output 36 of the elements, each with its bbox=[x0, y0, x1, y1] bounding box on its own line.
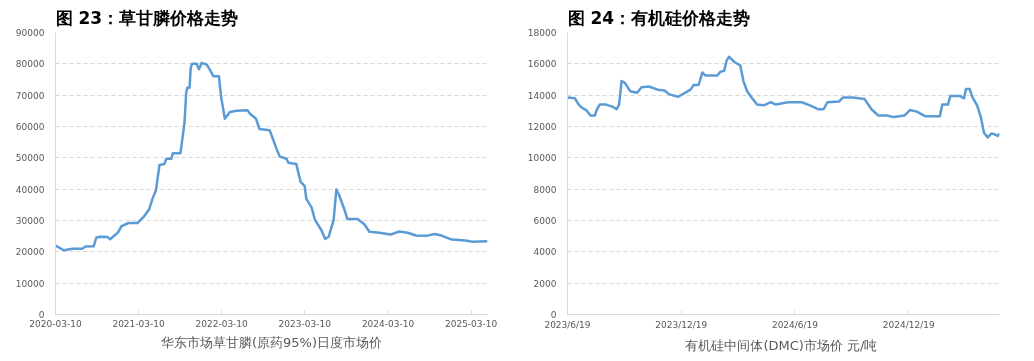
line-series bbox=[55, 61, 488, 252]
y-tick-label: 18000 bbox=[527, 28, 557, 38]
x-tick-label: 2020-03-10 bbox=[29, 318, 82, 329]
y-tick-label: 40000 bbox=[15, 184, 45, 195]
x-axis-title: 华东市场草甘膦(原药95%)日度市场价 bbox=[160, 334, 383, 350]
chart-title: 图 23：草甘膦价格走势 bbox=[55, 7, 239, 28]
y-tick-label: 30000 bbox=[15, 216, 45, 226]
line-series bbox=[567, 55, 1000, 139]
y-tick-label: 0 bbox=[38, 310, 45, 320]
x-tick-label: 2022-03-10 bbox=[195, 318, 249, 329]
y-tick-label: 4000 bbox=[533, 247, 557, 258]
y-tick-label: 10000 bbox=[527, 153, 557, 164]
x-tick-label: 2024-03-10 bbox=[361, 318, 415, 329]
y-tick-label: 0 bbox=[550, 310, 557, 320]
y-tick-label: 60000 bbox=[15, 122, 45, 132]
y-tick-label: 16000 bbox=[527, 59, 557, 70]
x-axis-title: 有机硅中间体(DMC)市场价 元/吨 bbox=[685, 337, 878, 353]
y-tick-label: 6000 bbox=[533, 216, 557, 226]
y-tick-label: 10000 bbox=[15, 278, 45, 289]
y-tick-label: 20000 bbox=[15, 247, 45, 258]
x-tick-label: 2023-03-10 bbox=[278, 318, 332, 329]
x-tick-label: 2021-03-10 bbox=[112, 318, 165, 329]
y-tick-label: 80000 bbox=[15, 59, 45, 70]
y-tick-label: 2000 bbox=[533, 278, 557, 289]
x-tick-label: 2025-03-10 bbox=[444, 318, 498, 329]
y-tick-label: 50000 bbox=[15, 153, 45, 164]
y-tick-label: 70000 bbox=[15, 90, 45, 101]
chart-title: 图 24：有机硅价格走势 bbox=[567, 7, 751, 28]
x-tick-label: 2023/12/19 bbox=[655, 319, 708, 330]
x-tick-label: 2024/12/19 bbox=[882, 319, 935, 330]
x-tick-label: 2024/6/19 bbox=[771, 319, 819, 330]
y-tick-label: 14000 bbox=[527, 90, 557, 101]
x-tick-label: 2023/6/19 bbox=[544, 319, 591, 330]
y-tick-label: 12000 bbox=[527, 122, 557, 132]
y-tick-label: 8000 bbox=[533, 184, 557, 195]
y-tick-label: 90000 bbox=[15, 28, 45, 38]
